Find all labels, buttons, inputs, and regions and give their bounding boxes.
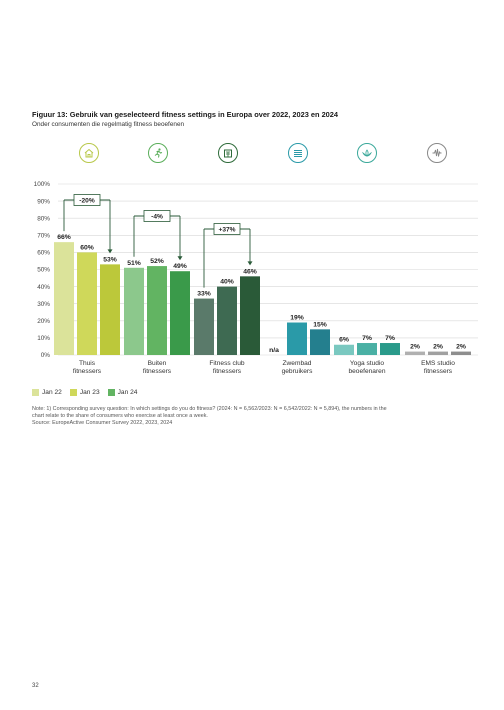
legend-item-jan22: Jan 22 xyxy=(32,389,62,396)
legend-swatch-jan23 xyxy=(69,389,77,396)
category-label: Fitness club xyxy=(209,360,245,367)
data-label: 7% xyxy=(385,335,395,342)
data-label: 66% xyxy=(57,234,71,241)
data-label: 40% xyxy=(220,279,234,286)
bar xyxy=(77,252,97,355)
category-label: beoefenaren xyxy=(348,368,385,375)
bar xyxy=(357,343,377,355)
bar xyxy=(405,351,425,355)
data-label: 51% xyxy=(127,260,141,267)
data-label: 53% xyxy=(103,256,117,263)
category-label: gebruikers xyxy=(282,368,313,375)
data-label: 46% xyxy=(243,268,257,275)
data-label: n/a xyxy=(269,347,279,354)
annotation-arrowhead xyxy=(107,249,113,254)
data-label: 2% xyxy=(456,344,466,351)
data-label: 52% xyxy=(150,258,164,265)
bar xyxy=(451,351,471,355)
annotation-label: +37% xyxy=(218,226,235,233)
annotation-box xyxy=(143,210,171,222)
bar xyxy=(194,298,214,355)
data-label: 15% xyxy=(313,321,327,328)
y-tick-label: 20% xyxy=(37,318,50,325)
y-tick-label: 50% xyxy=(37,267,50,274)
bar xyxy=(334,344,354,355)
y-tick-label: 40% xyxy=(37,284,50,291)
bar xyxy=(287,322,307,355)
y-tick-label: 70% xyxy=(37,233,50,240)
data-label: 49% xyxy=(173,263,187,270)
bar xyxy=(310,329,330,355)
annotation-label: -20% xyxy=(79,197,95,204)
bar xyxy=(147,266,167,355)
chart-note: Note: 1) Corresponding survey question: … xyxy=(32,406,462,428)
category-label: Buiten xyxy=(148,360,167,367)
bar xyxy=(170,271,190,355)
category-label: fitnessers xyxy=(213,368,242,375)
data-label: 60% xyxy=(80,244,94,251)
data-label: 6% xyxy=(339,337,349,344)
data-label: 2% xyxy=(433,344,443,351)
annotation-label: -4% xyxy=(151,213,163,220)
category-label: fitnessers xyxy=(424,368,453,375)
bar-chart: 0% 10% 20% 30% 40% 50% 60% 70% 80% 90% 100% 66% 60% 5… xyxy=(34,181,478,375)
legend-item-jan23: Jan 23 xyxy=(69,389,100,396)
bar xyxy=(428,351,448,355)
chart-legend: Jan 22 Jan 23 Jan 24 xyxy=(32,389,137,396)
bar xyxy=(240,276,260,355)
data-label: 19% xyxy=(290,315,304,322)
y-tick-label: 90% xyxy=(37,198,50,205)
fitness-club-icon xyxy=(218,143,238,163)
y-tick-label: 60% xyxy=(37,250,50,257)
yoga-lotus-icon xyxy=(357,143,377,163)
bar xyxy=(124,267,144,355)
annotation-box xyxy=(73,194,101,206)
data-label: 33% xyxy=(197,291,211,298)
category-label: Thuis xyxy=(79,360,96,367)
outdoor-runner-icon xyxy=(148,143,168,163)
page-number: 32 xyxy=(32,683,39,689)
annotation-box xyxy=(213,223,241,235)
y-tick-label: 100% xyxy=(34,181,51,188)
figure-title: Figuur 13: Gebruik van geselecteerd fitn… xyxy=(32,110,339,119)
bar xyxy=(380,343,400,355)
annotation-arrowhead xyxy=(247,261,253,266)
bar xyxy=(100,264,120,355)
category-label: Yoga studio xyxy=(350,360,385,367)
ems-pulse-icon xyxy=(427,143,447,163)
data-label: 2% xyxy=(410,344,420,351)
home-fitness-icon xyxy=(79,143,99,163)
y-tick-label: 30% xyxy=(37,301,50,308)
legend-label-jan22: Jan 22 xyxy=(42,389,62,396)
data-label: 7% xyxy=(362,335,372,342)
note-line-2: chart relate to the share of consumers w… xyxy=(32,413,208,420)
y-tick-label: 80% xyxy=(37,215,50,222)
category-label: fitnessers xyxy=(73,368,102,375)
swimming-pool-icon xyxy=(288,143,308,163)
y-tick-label: 0% xyxy=(41,352,51,359)
annotation-arrowhead xyxy=(177,256,183,261)
category-label: Zwembad xyxy=(283,360,312,367)
note-source: Source: EuropeActive Consumer Survey 202… xyxy=(32,420,173,427)
category-label: fitnessers xyxy=(143,368,172,375)
legend-swatch-jan22 xyxy=(32,389,39,396)
note-line-1: Note: 1) Corresponding survey question: … xyxy=(32,406,387,412)
legend-swatch-jan24 xyxy=(107,389,115,396)
legend-item-jan24: Jan 24 xyxy=(107,389,138,396)
figure-subtitle: Onder consumenten die regelmatig fitness… xyxy=(32,121,185,128)
y-tick-label: 10% xyxy=(37,335,50,342)
bar xyxy=(217,286,237,355)
bar xyxy=(54,242,74,355)
legend-label-jan24: Jan 24 xyxy=(117,389,138,396)
category-label: EMS studio xyxy=(421,360,455,367)
legend-label-jan23: Jan 23 xyxy=(79,389,100,396)
